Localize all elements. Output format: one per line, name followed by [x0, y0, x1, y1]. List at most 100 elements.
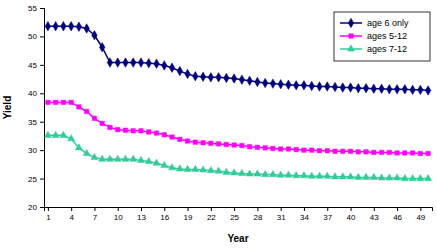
series-marker: [339, 173, 346, 179]
x-tick-label: 37: [323, 213, 332, 222]
y-tick-label: 20: [28, 203, 37, 212]
x-tick-label: 16: [160, 213, 169, 222]
series-marker: [131, 58, 136, 67]
series-marker: [130, 155, 137, 161]
series-marker: [418, 151, 422, 155]
y-tick: 45: [28, 61, 44, 70]
series-marker: [107, 58, 112, 67]
y-tick-mark: [40, 150, 44, 151]
data-area: [44, 21, 431, 180]
x-tick: 10: [114, 207, 123, 222]
series-marker: [348, 149, 352, 153]
x-tick-mark: [141, 207, 142, 211]
series-marker: [154, 131, 158, 135]
y-tick: 25: [28, 175, 44, 184]
x-tick-label: 43: [370, 213, 379, 222]
x-tick-mark: [48, 207, 49, 211]
series-marker: [61, 100, 65, 104]
series-marker: [114, 155, 121, 161]
series-marker: [216, 142, 220, 146]
y-tick-label: 40: [28, 89, 37, 98]
x-tick: 31: [277, 207, 286, 222]
series-marker: [293, 81, 298, 90]
legend-label: ages 5-12: [367, 31, 407, 41]
series-marker: [309, 81, 314, 90]
x-tick-mark: [118, 207, 119, 211]
series-marker: [176, 165, 183, 171]
series-marker: [394, 174, 401, 180]
x-tick-mark: [234, 207, 235, 211]
y-tick-mark: [40, 122, 44, 123]
series-marker: [263, 146, 267, 150]
series-marker: [325, 82, 330, 91]
y-tick-label: 30: [28, 146, 37, 155]
series-marker: [123, 128, 127, 132]
series-marker: [403, 151, 407, 155]
series-marker: [394, 85, 399, 94]
y-tick-mark: [40, 179, 44, 180]
series-marker: [286, 80, 291, 89]
series-marker: [45, 21, 50, 30]
series-marker: [139, 129, 143, 133]
series-marker: [185, 69, 190, 78]
plot: 1471013161922252831343740434649202530354…: [28, 4, 432, 222]
series-marker: [372, 150, 376, 154]
x-tick-mark: [374, 207, 375, 211]
series-marker: [285, 171, 292, 177]
x-tick-label: 40: [347, 213, 356, 222]
series-marker: [77, 105, 81, 109]
series-marker: [168, 164, 175, 170]
series-marker: [208, 73, 213, 82]
series-marker: [278, 79, 283, 88]
series-marker: [255, 145, 259, 149]
series-marker: [364, 150, 368, 154]
series-marker: [316, 172, 323, 178]
legend-box: [334, 12, 430, 61]
x-tick-label: 4: [69, 213, 74, 222]
series-marker: [277, 171, 284, 177]
series-marker: [401, 174, 408, 180]
series-marker: [209, 141, 213, 145]
series-marker: [410, 85, 415, 94]
x-tick-mark: [420, 207, 421, 211]
series-marker: [417, 174, 424, 180]
series-marker: [395, 151, 399, 155]
series-marker: [44, 131, 51, 137]
series-marker: [356, 83, 361, 92]
x-tick: 4: [69, 207, 74, 222]
y-tick-label: 35: [28, 118, 37, 127]
series-marker: [115, 127, 119, 131]
series-marker: [341, 149, 345, 153]
series-marker: [293, 172, 300, 178]
series-marker: [332, 82, 337, 91]
series-marker: [309, 148, 313, 152]
x-tick-mark: [281, 207, 282, 211]
series-marker: [317, 82, 322, 91]
legend-marker: [349, 34, 353, 38]
series-marker: [301, 81, 306, 90]
y-tick: 30: [28, 146, 44, 155]
series-marker: [75, 144, 82, 150]
series-marker: [215, 167, 222, 173]
x-tick-label: 10: [114, 213, 123, 222]
series-marker: [278, 147, 282, 151]
series-marker: [193, 140, 197, 144]
series-marker: [92, 116, 96, 120]
legend: age 6 onlyages 5-12ages 7-12: [334, 12, 430, 61]
x-tick: 46: [393, 207, 402, 222]
series-marker: [192, 165, 199, 171]
series-marker: [178, 137, 182, 141]
series-marker: [348, 83, 353, 92]
series-marker: [325, 148, 329, 152]
legend-label: age 6 only: [367, 18, 409, 28]
x-tick-mark: [327, 207, 328, 211]
x-tick-label: 22: [207, 213, 216, 222]
series-marker: [402, 85, 407, 94]
series-marker: [223, 168, 230, 174]
series-marker: [123, 58, 128, 67]
series-marker: [255, 77, 260, 86]
series-marker: [68, 21, 73, 30]
x-tick-mark: [397, 207, 398, 211]
series-marker: [409, 174, 416, 180]
x-tick: 16: [160, 207, 169, 222]
